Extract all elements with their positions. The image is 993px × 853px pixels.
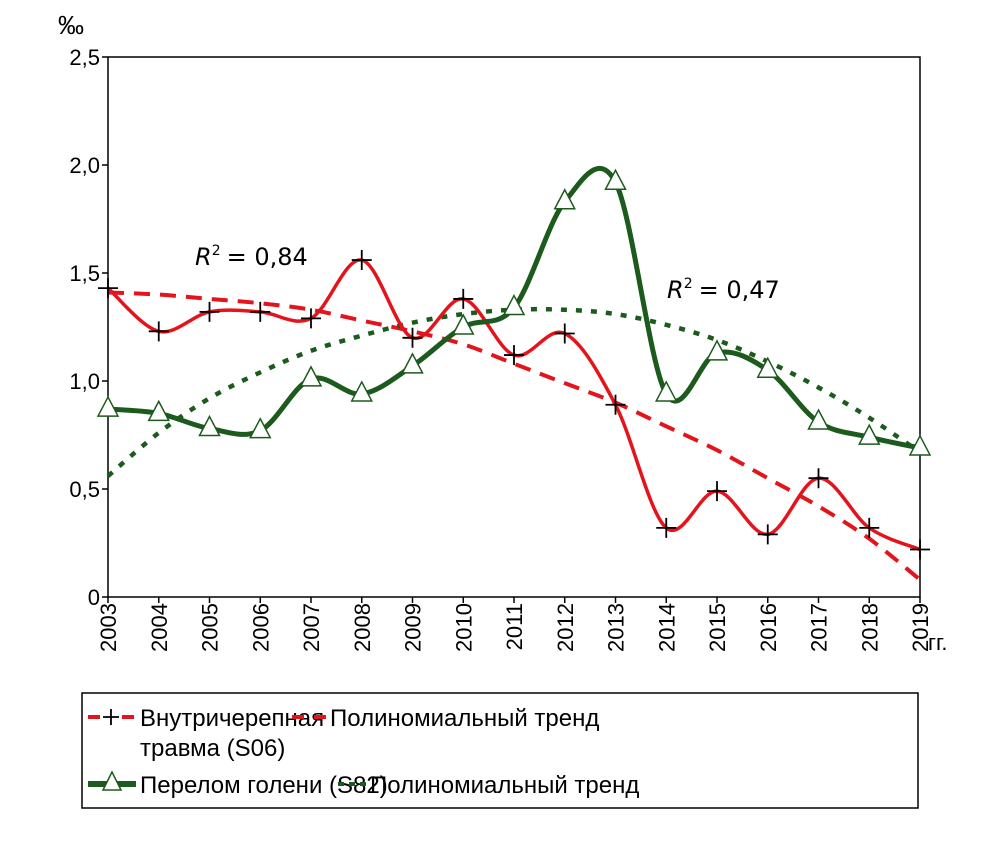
data-point-s06: [757, 524, 778, 545]
data-point-s06: [910, 539, 930, 560]
x-tick-label: 2012: [553, 603, 578, 652]
data-point-s82: [756, 356, 779, 378]
data-point-s82: [249, 417, 272, 439]
legend-box: [81, 692, 919, 809]
x-suffix-label: гг.: [928, 630, 947, 655]
data-point-s82: [198, 414, 221, 437]
data-point-s82: [147, 399, 170, 422]
plus-marker-icon: [103, 709, 119, 725]
trend-line-s06: [107, 290, 922, 582]
r2-annotation-s06: R2 = 0,84: [195, 243, 308, 271]
data-point-s06: [301, 308, 321, 329]
legend-item-s82: Перелом голени (S82): [88, 770, 388, 799]
x-tick-label: 2015: [705, 603, 730, 652]
data-point-s06: [453, 288, 474, 309]
data-point-s06: [554, 323, 575, 344]
data-point-s82: [858, 423, 881, 445]
x-tick-label: 2003: [96, 603, 121, 652]
legend: Внутричерепная травма (S06) Полиномиальн…: [81, 692, 919, 809]
x-tick-label: 2008: [350, 603, 375, 652]
data-point-s06: [504, 345, 524, 366]
x-tick-label: 2006: [248, 603, 273, 652]
y-tick-label: 2,0: [69, 153, 100, 178]
x-tick-label: 2004: [147, 603, 172, 652]
x-tick-label: 2017: [807, 603, 832, 652]
data-point-s82: [604, 168, 627, 191]
data-point-s06: [351, 250, 372, 271]
y-tick-label: 2,5: [69, 45, 100, 70]
x-tick-label: 2005: [198, 603, 223, 652]
data-point-s06: [808, 468, 829, 489]
data-point-s06: [250, 301, 271, 322]
trend-line-s82: [106, 306, 922, 478]
data-point-s82: [350, 380, 373, 402]
y-tick-label: 0: [88, 585, 100, 610]
data-point-s82: [96, 395, 120, 417]
data-point-s82: [807, 408, 830, 430]
x-tick-label: 2010: [451, 603, 476, 652]
y-tick-label: 1,0: [69, 369, 100, 394]
x-tick-label: 2018: [857, 603, 882, 652]
y-unit-label: ‰: [58, 10, 84, 40]
x-tick-label: 2013: [604, 603, 629, 652]
data-point-s82: [452, 313, 475, 335]
data-point-s06: [859, 517, 880, 538]
data-point-s82: [553, 188, 576, 210]
data-point-s82: [705, 339, 729, 361]
data-point-s82: [908, 434, 932, 456]
data-point-s06: [402, 327, 423, 348]
r2-annotation-s82: R2 = 0,47: [667, 276, 780, 304]
legend-label-s82-trend: Полиномиальный тренд: [370, 772, 639, 799]
y-tick-label: 1,5: [69, 261, 100, 286]
data-point-s82: [655, 380, 678, 402]
data-point-s82: [502, 293, 526, 316]
x-tick-label: 2009: [401, 603, 426, 652]
plot-frame: [107, 56, 921, 598]
data-point-s82: [401, 352, 424, 374]
data-point-s06: [656, 517, 677, 538]
x-tick-label: 2011: [502, 603, 527, 650]
legend-label-s82: Перелом голени (S82): [140, 772, 388, 799]
x-tick-label: 2014: [654, 603, 679, 652]
legend-item-s82-trend: Полиномиальный тренд: [338, 772, 639, 799]
data-point-s06: [605, 394, 626, 415]
data-point-s06: [98, 278, 118, 299]
legend-label-s06-trend: Полиномиальный тренд: [330, 705, 599, 732]
x-tick-label: 2016: [756, 603, 781, 652]
data-point-s06: [199, 301, 220, 322]
data-point-s06: [707, 481, 727, 502]
y-tick-label: 0,5: [69, 477, 100, 502]
data-point-s82: [299, 365, 323, 387]
x-tick-label: 2019: [908, 603, 933, 652]
data-point-s06: [148, 321, 169, 342]
triangle-marker-icon: [101, 770, 123, 791]
legend-label-s06-line2: травма (S06): [140, 735, 285, 762]
legend-item-s06-trend: Полиномиальный тренд: [292, 705, 599, 732]
x-tick-label: 2007: [299, 603, 324, 652]
